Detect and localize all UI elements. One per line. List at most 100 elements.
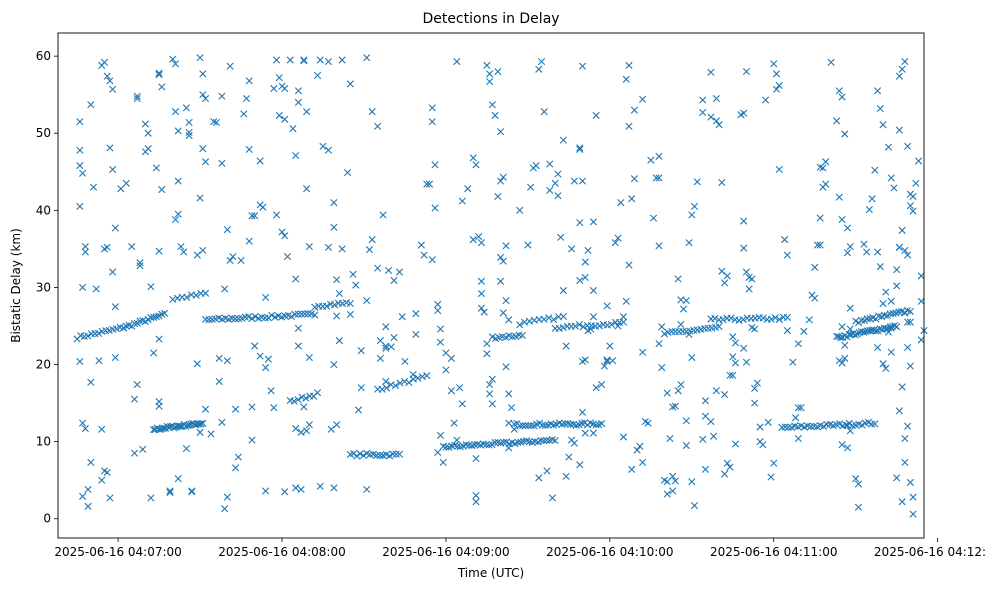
data-point-marker xyxy=(611,239,619,247)
data-point-marker xyxy=(486,380,494,389)
data-point-marker xyxy=(507,404,516,412)
data-point-marker xyxy=(201,94,210,103)
data-point-marker xyxy=(268,311,276,319)
data-point-marker xyxy=(423,180,431,188)
data-point-marker xyxy=(677,380,685,389)
data-point-marker xyxy=(592,111,600,120)
data-point-marker xyxy=(431,204,439,212)
data-point-marker xyxy=(753,379,761,387)
data-point-marker xyxy=(447,354,455,362)
data-point-marker xyxy=(581,258,589,266)
data-point-marker xyxy=(770,60,778,68)
data-point-marker xyxy=(893,266,901,274)
data-point-marker xyxy=(886,323,895,331)
data-point-marker xyxy=(535,65,543,73)
data-point-marker xyxy=(240,110,248,118)
data-point-marker xyxy=(603,302,611,310)
data-point-marker xyxy=(715,322,723,331)
data-point-marker xyxy=(578,177,587,185)
data-point-marker xyxy=(251,212,259,220)
data-point-marker xyxy=(701,397,710,405)
data-point-marker xyxy=(914,157,923,165)
data-point-marker xyxy=(109,85,117,93)
data-point-marker xyxy=(519,421,527,430)
data-point-marker xyxy=(863,315,871,323)
data-point-marker xyxy=(906,202,914,210)
data-point-marker xyxy=(346,310,354,319)
data-point-marker xyxy=(720,391,729,399)
data-point-marker xyxy=(658,323,666,331)
data-point-marker xyxy=(292,151,300,160)
data-point-marker xyxy=(391,382,400,390)
data-point-marker xyxy=(434,306,442,315)
data-point-marker xyxy=(180,248,188,256)
data-point-marker xyxy=(379,211,387,219)
data-point-marker xyxy=(453,436,461,444)
data-point-marker xyxy=(471,441,479,449)
data-point-marker xyxy=(581,273,589,281)
data-point-marker xyxy=(158,185,166,194)
data-marks xyxy=(73,54,928,518)
data-point-marker xyxy=(469,154,477,162)
data-point-marker xyxy=(311,311,319,319)
data-point-marker xyxy=(851,331,859,339)
data-point-marker xyxy=(893,474,901,482)
data-point-marker xyxy=(912,179,920,187)
data-point-marker xyxy=(150,313,158,321)
data-point-marker xyxy=(873,343,882,352)
data-point-marker xyxy=(720,470,729,478)
data-point-marker xyxy=(158,83,166,91)
data-point-marker xyxy=(275,74,283,82)
data-point-marker xyxy=(264,355,272,363)
data-point-marker xyxy=(313,389,322,397)
data-point-marker xyxy=(420,251,428,259)
data-point-marker xyxy=(349,450,358,458)
data-point-marker xyxy=(305,353,313,362)
data-point-marker xyxy=(699,96,707,104)
y-tick-label: 0 xyxy=(43,512,51,526)
data-point-marker xyxy=(324,57,333,66)
data-point-marker xyxy=(499,257,507,265)
data-point-marker xyxy=(316,56,324,64)
data-point-marker xyxy=(144,145,152,153)
data-point-marker xyxy=(305,242,313,251)
data-point-marker xyxy=(841,332,849,340)
data-point-marker xyxy=(111,224,119,232)
data-point-marker xyxy=(630,175,639,183)
data-point-marker xyxy=(882,288,890,296)
data-point-marker xyxy=(384,266,393,275)
data-point-marker xyxy=(527,183,535,191)
data-point-marker xyxy=(477,239,486,247)
data-point-marker xyxy=(346,299,354,308)
data-point-marker xyxy=(382,384,391,392)
data-point-marker xyxy=(909,192,917,201)
data-point-marker xyxy=(775,81,783,90)
data-point-marker xyxy=(742,268,751,276)
data-point-marker xyxy=(197,420,205,428)
data-point-marker xyxy=(231,315,239,323)
data-point-marker xyxy=(575,320,583,329)
data-point-marker xyxy=(822,158,830,166)
data-point-marker xyxy=(171,215,180,224)
data-point-marker xyxy=(807,422,815,431)
data-point-marker xyxy=(550,421,558,429)
data-point-marker xyxy=(248,403,256,411)
data-point-marker xyxy=(835,87,843,95)
data-point-marker xyxy=(346,80,354,88)
x-tick-label: 2025-06-16 04:08:00 xyxy=(218,545,345,559)
x-tick-label: 2025-06-16 04:12:00 xyxy=(874,545,987,559)
data-point-marker xyxy=(330,484,338,492)
data-point-marker xyxy=(868,326,876,334)
data-point-marker xyxy=(838,93,846,101)
data-point-marker xyxy=(272,211,281,219)
data-point-marker xyxy=(559,286,567,295)
data-point-marker xyxy=(578,62,587,70)
data-point-marker xyxy=(781,236,789,244)
data-point-marker xyxy=(106,494,114,502)
data-point-marker xyxy=(330,199,338,207)
data-point-marker xyxy=(89,183,98,191)
data-point-marker xyxy=(832,332,841,340)
data-point-marker xyxy=(488,101,496,109)
data-point-marker xyxy=(723,459,731,467)
data-point-marker xyxy=(256,157,264,165)
